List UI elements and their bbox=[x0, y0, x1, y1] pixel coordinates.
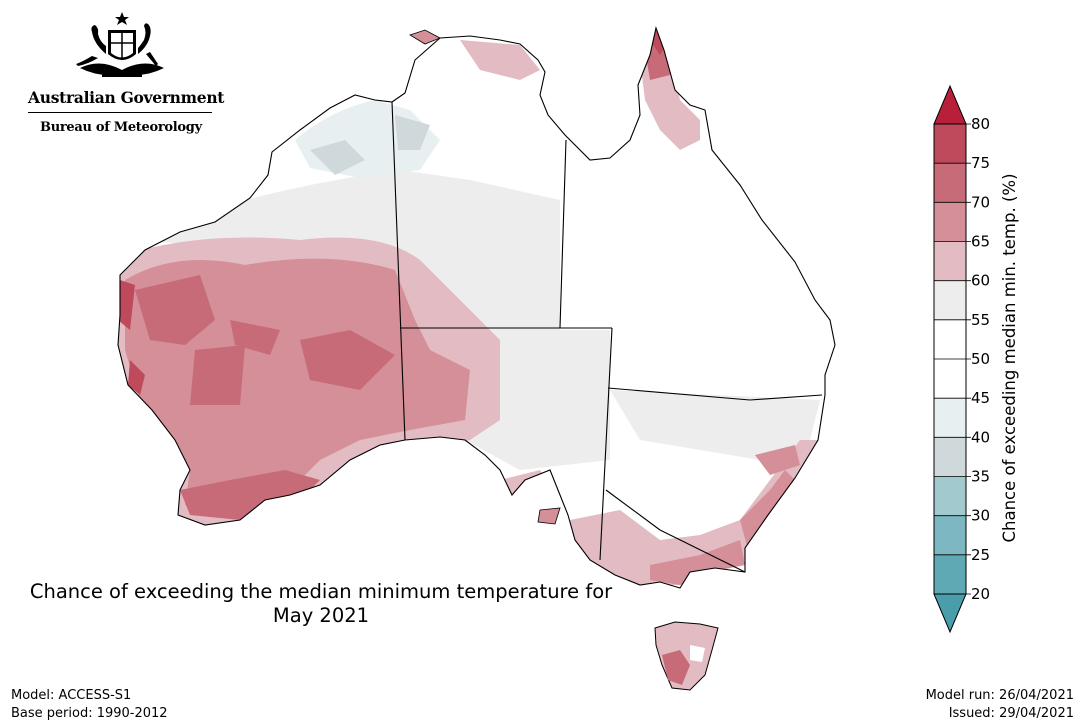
colorbar-bin-75-80 bbox=[934, 124, 966, 164]
colorbar-tick-label: 25 bbox=[971, 546, 990, 564]
australia-map bbox=[117, 27, 836, 691]
colorbar-bin-35-40 bbox=[934, 437, 966, 477]
colorbar-bin-70-75 bbox=[934, 163, 966, 203]
colorbar-tick-label: 45 bbox=[971, 389, 990, 407]
government-name: Australian Government bbox=[28, 88, 225, 107]
colorbar-bin-30-35 bbox=[934, 476, 966, 516]
colorbar-bin-60-65 bbox=[934, 241, 966, 281]
bom-logo: Australian Government Bureau of Meteorol… bbox=[20, 8, 224, 138]
base-period: Base period: 1990-2012 bbox=[11, 706, 168, 721]
logo-divider bbox=[28, 112, 212, 113]
map-title-line-1: Chance of exceeding the median minimum t… bbox=[29, 580, 613, 603]
colorbar-tick-label: 80 bbox=[971, 115, 990, 133]
colorbar-tick-label: 40 bbox=[971, 428, 990, 446]
colorbar-bin-20-25 bbox=[934, 554, 966, 594]
footer-left: Model: ACCESS-S1 Base period: 1990-2012 bbox=[11, 687, 168, 723]
colorbar-bin-40-45 bbox=[934, 398, 966, 438]
colorbar-tick-label: 50 bbox=[971, 350, 990, 368]
colorbar-bin-55-60 bbox=[934, 280, 966, 320]
colorbar-tick-label: 20 bbox=[971, 585, 990, 603]
colorbar-tick-label: 35 bbox=[971, 468, 990, 486]
map-title-line-2: May 2021 bbox=[272, 604, 370, 627]
colorbar-bin-50-55 bbox=[934, 319, 966, 359]
colorbar-label: Chance of exceeding median min. temp. (%… bbox=[1000, 173, 1019, 542]
colorbar-bin-25-30 bbox=[934, 515, 966, 555]
colorbar-tick-label: 60 bbox=[971, 272, 990, 290]
colorbar-above-triangle bbox=[933, 84, 967, 125]
colorbar-tick-label: 55 bbox=[971, 311, 990, 329]
colorbar-tick-label: 70 bbox=[971, 193, 990, 211]
model-name: Model: ACCESS-S1 bbox=[11, 688, 132, 703]
coat-of-arms-icon bbox=[76, 12, 164, 77]
issued-date: Issued: 29/04/2021 bbox=[948, 706, 1074, 721]
footer-right: Model run: 26/04/2021 Issued: 29/04/2021 bbox=[926, 687, 1074, 723]
colorbar-tick-label: 65 bbox=[971, 233, 990, 251]
colorbar-below-triangle bbox=[933, 593, 967, 634]
colorbar-bin-65-70 bbox=[934, 202, 966, 242]
colorbar-tick-label: 75 bbox=[971, 154, 990, 172]
colorbar-tick-label: 30 bbox=[971, 507, 990, 525]
model-run-date: Model run: 26/04/2021 bbox=[925, 688, 1074, 703]
bureau-name: Bureau of Meteorology bbox=[40, 120, 202, 135]
map-title: Chance of exceeding the median minimum t… bbox=[0, 580, 642, 628]
colorbar-frame bbox=[933, 123, 967, 595]
colorbar-bin-45-50 bbox=[934, 359, 966, 399]
